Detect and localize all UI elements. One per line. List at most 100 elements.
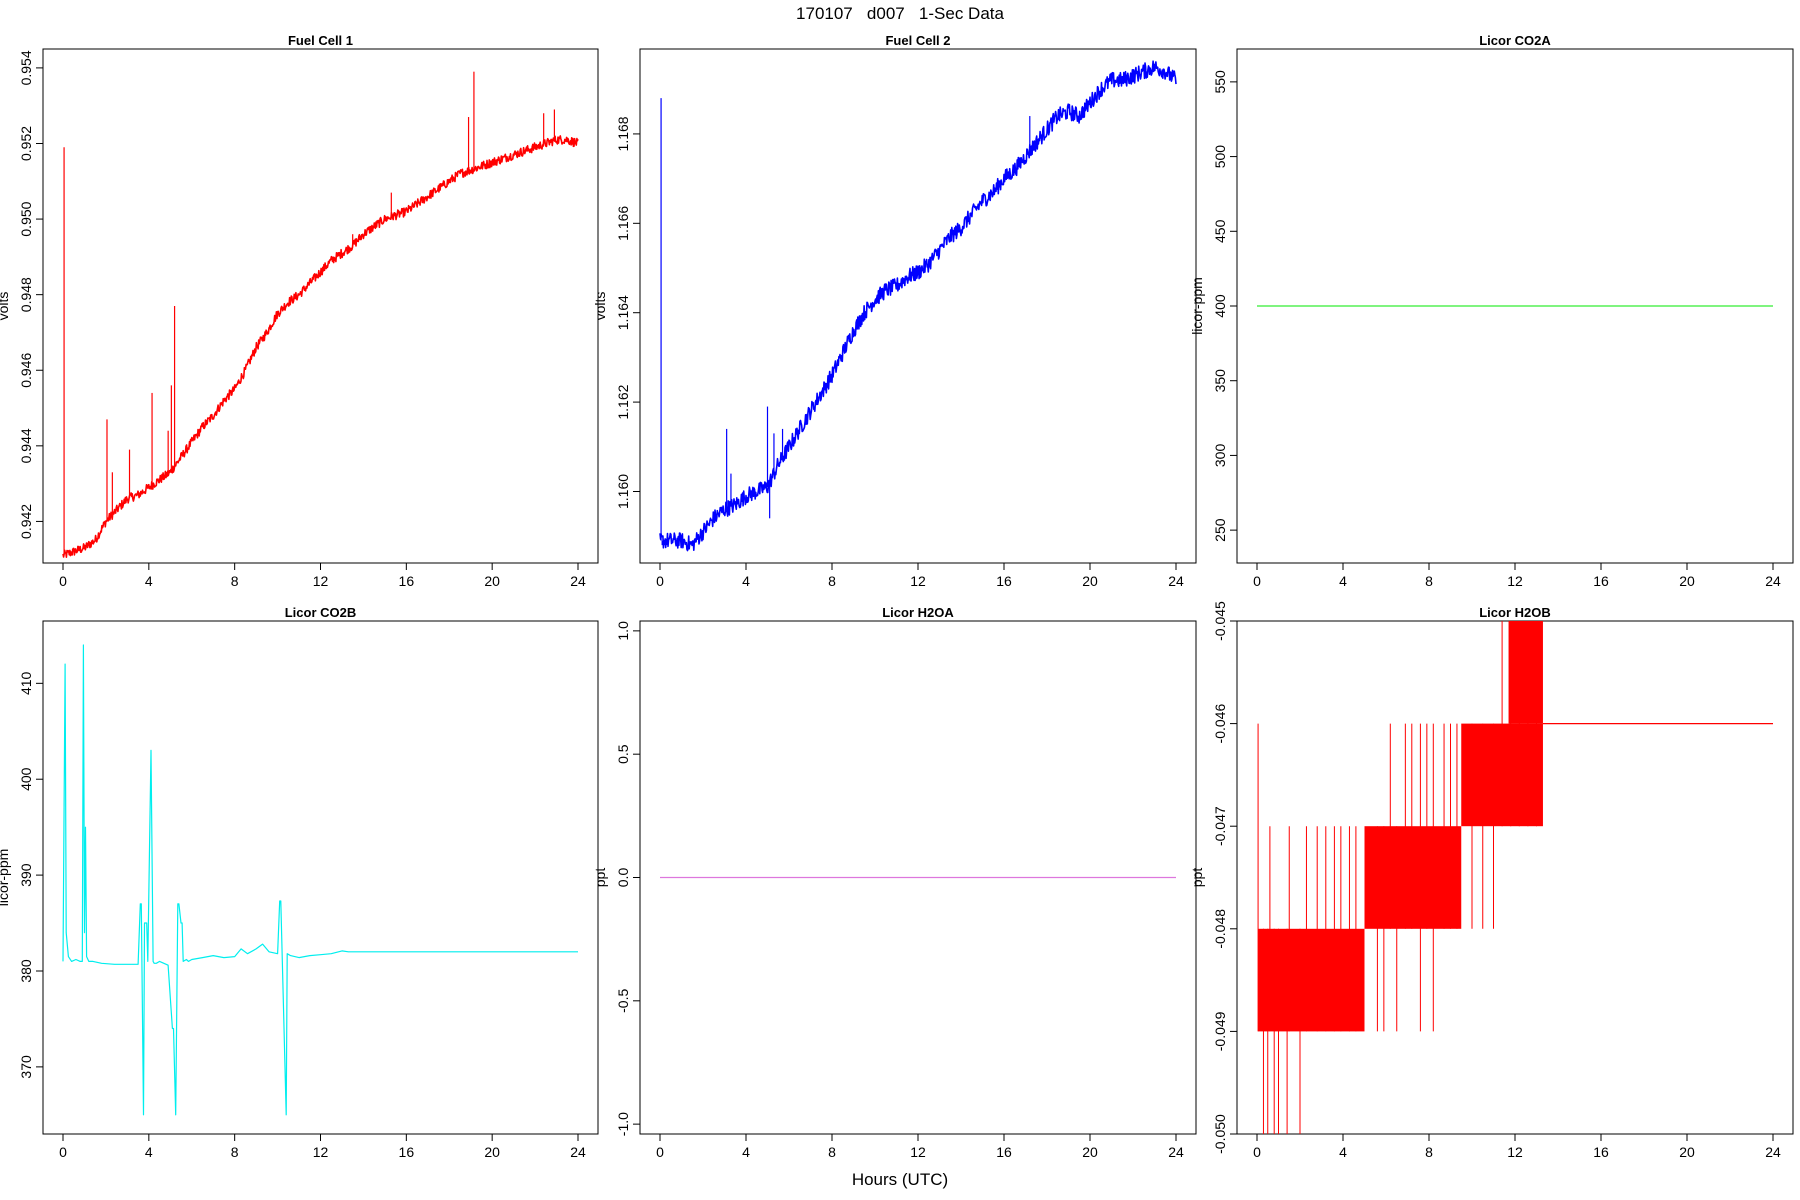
y-tick-label: 0.950 xyxy=(18,201,34,236)
data-series-line xyxy=(659,60,1177,552)
x-tick-label: 0 xyxy=(1253,1144,1261,1160)
chart-svg-licor-h2ob: Licor H2OB ppt 0 4 8 12 16 20 24 -0.050 -0.049 -0.0… xyxy=(1189,601,1794,1160)
y-tick-label: 1.168 xyxy=(615,116,631,151)
x-tick-label: 16 xyxy=(399,573,415,589)
x-tick-label: 4 xyxy=(145,1144,153,1160)
y-tick-label: 400 xyxy=(1212,294,1228,318)
x-tick-label: 20 xyxy=(1082,573,1098,589)
chart-title: Licor H2OA xyxy=(882,605,954,620)
x-tick-label: 16 xyxy=(996,573,1012,589)
x-tick-label: 4 xyxy=(1339,573,1347,589)
x-tick-label: 12 xyxy=(910,1144,926,1160)
x-tick-label: 8 xyxy=(1425,1144,1433,1160)
x-tick-label: 24 xyxy=(570,573,586,589)
x-tick-label: 20 xyxy=(1679,1144,1695,1160)
y-tick-label: -0.046 xyxy=(1212,704,1228,744)
x-tick-label: 0 xyxy=(59,573,67,589)
x-tick-label: 0 xyxy=(1253,573,1261,589)
x-tick-label: 4 xyxy=(145,573,153,589)
chart-svg-fuel-cell-2: Fuel Cell 2 volts 0 4 8 12 16 20 24 1.160 1.162 1.1… xyxy=(592,33,1197,589)
x-tick-label: 0 xyxy=(656,573,664,589)
y-tick-label: -0.050 xyxy=(1212,1114,1228,1154)
y-axis-label: ppt xyxy=(592,868,608,888)
series-group xyxy=(659,60,1177,552)
x-tick-label: 16 xyxy=(1593,573,1609,589)
y-tick-label: 370 xyxy=(18,1055,34,1079)
data-band xyxy=(1364,826,1462,929)
x-tick-label: 12 xyxy=(1507,573,1523,589)
y-tick-label: 1.0 xyxy=(615,621,631,641)
x-tick-label: 8 xyxy=(828,1144,836,1160)
chart-title: Fuel Cell 2 xyxy=(885,33,950,48)
x-tick-label: 16 xyxy=(996,1144,1012,1160)
y-axis-label: volts xyxy=(592,292,608,321)
x-tick-label: 24 xyxy=(1765,573,1781,589)
data-series-line xyxy=(62,135,579,559)
y-tick-label: 0.946 xyxy=(18,353,34,388)
y-tick-label: 0.944 xyxy=(18,428,34,463)
chart-svg-licor-h2oa: Licor H2OA ppt 0 4 8 12 16 20 24 -1.0 -0.5 0.0 0.5 1.… xyxy=(592,605,1197,1160)
y-tick-label: 0.952 xyxy=(18,126,34,161)
y-axis-label: licor-ppm xyxy=(0,849,11,907)
y-tick-label: 350 xyxy=(1212,369,1228,393)
x-tick-label: 12 xyxy=(313,573,329,589)
chart-title: Fuel Cell 1 xyxy=(288,33,353,48)
x-tick-label: 20 xyxy=(1679,573,1695,589)
y-tick-label: 1.164 xyxy=(615,295,631,330)
x-tick-label: 8 xyxy=(231,573,239,589)
y-tick-label: -0.5 xyxy=(615,989,631,1013)
data-band xyxy=(1258,928,1365,1032)
x-tick-label: 8 xyxy=(1425,573,1433,589)
x-tick-label: 0 xyxy=(59,1144,67,1160)
x-tick-label: 12 xyxy=(313,1144,329,1160)
x-tick-label: 4 xyxy=(742,1144,750,1160)
y-tick-label: -0.045 xyxy=(1212,601,1228,641)
x-tick-label: 4 xyxy=(1339,1144,1347,1160)
series-group xyxy=(62,644,578,1116)
series-group xyxy=(1257,621,1773,1134)
y-tick-label: -0.047 xyxy=(1212,806,1228,846)
x-tick-label: 20 xyxy=(1082,1144,1098,1160)
chart-svg-licor-co2b: Licor CO2B licor-ppm 0 4 8 12 16 20 24 370 380 390 4… xyxy=(0,605,599,1160)
y-tick-label: 500 xyxy=(1212,145,1228,169)
x-tick-label: 8 xyxy=(231,1144,239,1160)
chart-title: Licor CO2B xyxy=(285,605,357,620)
y-axis-label: licor-ppm xyxy=(1189,277,1205,335)
chart-svg-licor-co2a: Licor CO2A licor-ppm 0 4 8 12 16 20 24 250 300 350 4… xyxy=(1189,33,1794,589)
y-tick-label: 250 xyxy=(1212,518,1228,542)
chart-title: Licor H2OB xyxy=(1479,605,1551,620)
y-tick-label: 0.948 xyxy=(18,277,34,312)
x-tick-label: 24 xyxy=(1168,1144,1184,1160)
x-tick-label: 24 xyxy=(1765,1144,1781,1160)
y-tick-label: 0.942 xyxy=(18,504,34,539)
y-tick-label: 390 xyxy=(18,863,34,887)
y-tick-label: -1.0 xyxy=(615,1112,631,1136)
x-tick-label: 0 xyxy=(656,1144,664,1160)
x-tick-label: 24 xyxy=(1168,573,1184,589)
y-tick-label: 0.954 xyxy=(18,50,34,85)
y-tick-label: 550 xyxy=(1212,70,1228,94)
data-series-line xyxy=(62,644,578,1116)
x-tick-label: 16 xyxy=(1593,1144,1609,1160)
x-tick-label: 16 xyxy=(399,1144,415,1160)
y-tick-label: 400 xyxy=(18,767,34,791)
y-axis-label: volts xyxy=(0,292,11,321)
x-tick-label: 12 xyxy=(1507,1144,1523,1160)
data-band xyxy=(1508,621,1543,724)
y-tick-label: 410 xyxy=(18,671,34,695)
y-tick-label: 1.160 xyxy=(615,474,631,509)
y-tick-label: 0.0 xyxy=(615,868,631,888)
page-title: 170107 d007 1-Sec Data xyxy=(796,4,1004,23)
x-tick-label: 20 xyxy=(484,573,500,589)
chart-svg-fuel-cell-1: Fuel Cell 1 volts 0 4 8 12 16 20 24 0.942 0.944 0.9… xyxy=(0,33,599,589)
y-tick-label: -0.048 xyxy=(1212,909,1228,949)
y-tick-label: 300 xyxy=(1212,444,1228,468)
y-tick-label: 1.162 xyxy=(615,384,631,419)
x-tick-label: 4 xyxy=(742,573,750,589)
x-tick-label: 12 xyxy=(910,573,926,589)
x-tick-label: 20 xyxy=(484,1144,500,1160)
x-axis-label: Hours (UTC) xyxy=(851,1170,949,1189)
y-tick-label: 380 xyxy=(18,959,34,983)
y-tick-label: 450 xyxy=(1212,219,1228,243)
x-tick-label: 24 xyxy=(570,1144,586,1160)
